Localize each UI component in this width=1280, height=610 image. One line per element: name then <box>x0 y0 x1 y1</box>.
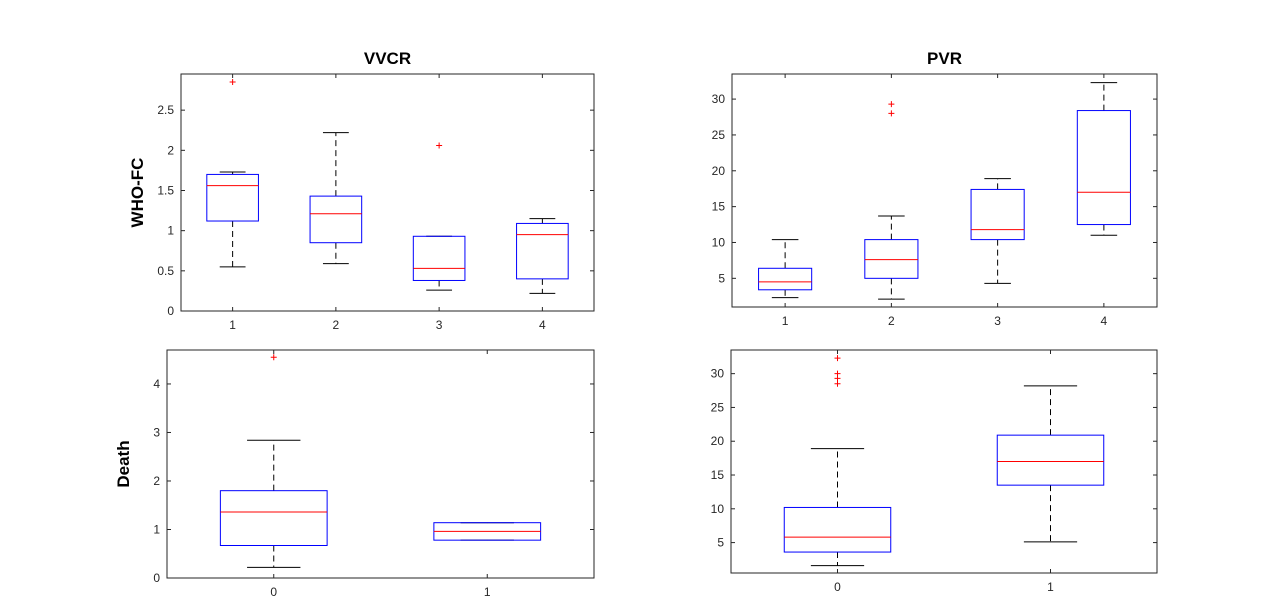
vvcr-who-fc-box <box>309 195 363 244</box>
pvr-who-fc-box <box>864 239 919 279</box>
pvr-who-fc-xtick-label: 2 <box>888 314 895 328</box>
pvr-who-fc-outlier-point <box>888 101 895 108</box>
pvr-who-fc-box-group-2 <box>864 101 919 300</box>
pvr-death-ytick-label: 5 <box>717 536 724 550</box>
pvr-who-fc-ytick-label: 30 <box>712 92 726 106</box>
vvcr-who-fc-ytick-label: 2 <box>167 143 174 157</box>
pvr-who-fc-axes-frame <box>731 73 1158 308</box>
pvr-who-fc-box <box>1076 110 1131 226</box>
vvcr-death-ylabel: Death <box>114 440 133 487</box>
vvcr-death-xtick-label: 0 <box>270 585 277 599</box>
pvr-who-fc-outlier-point <box>888 110 895 117</box>
vvcr-death-box <box>219 490 328 546</box>
vvcr-who-fc-box-group-2 <box>309 132 363 265</box>
vvcr-who-fc-xtick-label: 2 <box>333 318 340 332</box>
pvr-who-fc-ytick-label: 25 <box>712 128 726 142</box>
vvcr-death-ytick-label: 3 <box>153 425 160 439</box>
vvcr-who-fc-ylabel: WHO-FC <box>128 158 147 228</box>
vvcr-who-fc-ytick-label: 0 <box>167 304 174 318</box>
vvcr-who-fc-box-group-4 <box>516 218 569 294</box>
vvcr-who-fc-box <box>516 222 569 280</box>
vvcr-who-fc-xtick-label: 1 <box>229 318 236 332</box>
pvr-who-fc-box-group-1 <box>758 239 813 299</box>
vvcr-death-ytick-label: 4 <box>153 377 160 391</box>
pvr-who-fc-ytick-label: 20 <box>712 164 726 178</box>
pvr-death-ytick-label: 15 <box>711 468 725 482</box>
vvcr-who-fc-box-group-1 <box>206 79 259 268</box>
pvr-death-box-group-1 <box>996 385 1105 543</box>
vvcr-death-box-group-0 <box>219 354 328 568</box>
pvr-death-xtick-label: 0 <box>834 580 841 594</box>
vvcr-who-fc-ytick-label: 0.5 <box>157 264 174 278</box>
pvr-death-ytick-label: 10 <box>711 502 725 516</box>
pvr-death-outlier-point <box>834 380 841 387</box>
pvr-death-xtick-label: 1 <box>1047 580 1054 594</box>
vvcr-death-ytick-label: 1 <box>153 522 160 536</box>
pvr-who-fc-box <box>758 267 813 291</box>
vvcr-who-fc-outlier-point <box>436 142 443 149</box>
pvr-death-box-group-0 <box>783 355 892 567</box>
vvcr-who-fc-xtick-label: 3 <box>436 318 443 332</box>
pvr-who-fc-xtick-label: 3 <box>994 314 1001 328</box>
vvcr-who-fc-ytick-label: 1 <box>167 224 174 238</box>
vvcr-death-ytick-label: 0 <box>153 571 160 585</box>
pvr-who-fc-title: PVR <box>927 49 962 68</box>
pvr-who-fc-box-group-3 <box>970 178 1025 284</box>
pvr-who-fc-panel: 5 10 15 20 25 30 1 2 3 4 PVR <box>712 49 1158 328</box>
pvr-death-box <box>783 506 892 553</box>
vvcr-death-xtick-label: 1 <box>484 585 491 599</box>
vvcr-who-fc-panel: 0 0.5 1 1.5 2 2.5 1 2 3 4 VVCR WHO-FC <box>128 49 595 332</box>
vvcr-death-panel: 0 1 2 3 4 0 1 Death <box>114 349 595 599</box>
pvr-death-ytick-label: 20 <box>711 434 725 448</box>
vvcr-who-fc-axes-frame <box>180 73 595 312</box>
vvcr-who-fc-ytick-label: 2.5 <box>157 103 174 117</box>
pvr-who-fc-xtick-label: 1 <box>782 314 789 328</box>
vvcr-death-ytick-label: 2 <box>153 474 160 488</box>
vvcr-death-outlier-point <box>270 354 277 361</box>
pvr-who-fc-ytick-label: 5 <box>718 271 725 285</box>
vvcr-who-fc-xtick-label: 4 <box>539 318 546 332</box>
pvr-death-outlier-point <box>834 370 841 377</box>
pvr-who-fc-ytick-label: 10 <box>712 235 726 249</box>
vvcr-who-fc-box-group-3 <box>412 142 466 291</box>
pvr-who-fc-xtick-label: 4 <box>1101 314 1108 328</box>
vvcr-who-fc-box <box>206 173 259 222</box>
vvcr-death-axes-frame <box>166 349 595 579</box>
pvr-who-fc-box <box>970 188 1025 241</box>
pvr-death-ytick-label: 25 <box>711 400 725 414</box>
vvcr-who-fc-title: VVCR <box>364 49 411 68</box>
pvr-death-ytick-label: 30 <box>711 367 725 381</box>
pvr-death-box <box>996 434 1105 486</box>
pvr-who-fc-box-group-4 <box>1076 82 1131 236</box>
pvr-death-axes-frame <box>730 349 1158 574</box>
vvcr-who-fc-outlier-point <box>229 79 236 86</box>
pvr-death-panel: 5 10 15 20 25 30 0 1 <box>711 349 1158 594</box>
vvcr-who-fc-ytick-label: 1.5 <box>157 183 174 197</box>
pvr-death-outlier-point <box>834 355 841 362</box>
vvcr-who-fc-box <box>412 235 466 281</box>
pvr-who-fc-ytick-label: 15 <box>712 200 726 214</box>
vvcr-death-box-group-1 <box>433 522 542 541</box>
